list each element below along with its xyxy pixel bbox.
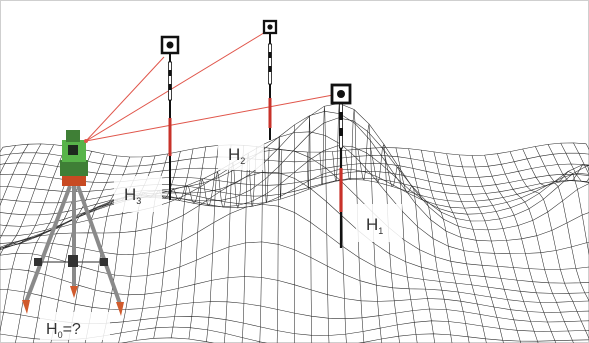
mesh-line (357, 123, 383, 343)
mesh-line (535, 146, 589, 256)
label-h0: H0=? (40, 312, 110, 340)
mesh-line (560, 142, 589, 182)
label-h3: H3 (114, 176, 162, 212)
svg-text:H1: H1 (366, 215, 383, 236)
svg-text:H0=?: H0=? (46, 321, 81, 340)
mesh-line (319, 106, 330, 343)
mesh-line (382, 147, 418, 343)
mesh-line (344, 109, 365, 343)
mesh-line (153, 148, 194, 339)
mesh-line (171, 146, 207, 338)
mesh-line (370, 144, 400, 343)
mesh-line (0, 143, 42, 239)
prism-pole-h2 (262, 19, 278, 140)
tripod (22, 185, 124, 316)
mesh-line (446, 153, 504, 343)
mesh-line (188, 145, 219, 340)
mesh-line (471, 155, 539, 343)
mesh-line (509, 151, 589, 340)
sight-lines (85, 30, 334, 142)
instrument-base (60, 160, 88, 176)
prism-pole-h1 (330, 83, 352, 248)
mesh-line (433, 151, 487, 343)
mesh-line (276, 136, 283, 343)
mesh-line (522, 148, 589, 302)
mesh-line (547, 144, 589, 181)
tripod-foot (70, 286, 78, 298)
mesh-line (0, 144, 29, 206)
mesh-line (497, 153, 574, 343)
mesh-line (50, 155, 118, 343)
mesh-line (408, 148, 453, 343)
tripod-head (62, 176, 86, 186)
tripod-foot (22, 300, 30, 314)
mesh-line (0, 144, 54, 250)
sight-line-h3 (85, 56, 165, 142)
mesh-line (306, 115, 313, 343)
sight-line-h1 (85, 94, 334, 142)
mesh-line (459, 154, 522, 343)
label-h2: H2 (218, 136, 264, 170)
prism-pole-h3 (160, 35, 180, 200)
tripod-foot (116, 302, 124, 316)
mesh-line (206, 144, 232, 342)
instrument-screen (68, 145, 78, 155)
svg-text:H2: H2 (228, 145, 245, 166)
svg-text:H3: H3 (124, 185, 141, 206)
total-station (22, 130, 124, 316)
mesh-line (395, 147, 435, 343)
label-h1: H1 (356, 204, 402, 242)
mesh-line (32, 153, 105, 343)
mesh-line (484, 155, 557, 343)
mesh-line (0, 146, 67, 256)
mesh-line (421, 150, 470, 343)
mesh-line (0, 326, 589, 343)
mesh-line (259, 144, 270, 343)
sight-line-h2 (85, 30, 268, 142)
